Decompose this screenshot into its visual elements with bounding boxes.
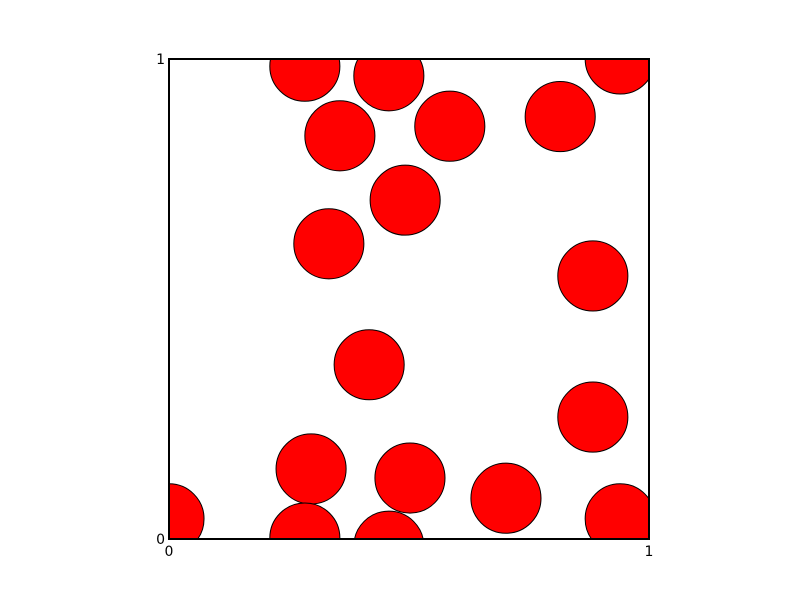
data-point xyxy=(293,208,365,280)
data-point xyxy=(269,59,341,102)
y-tick-label: 1 xyxy=(156,52,165,68)
x-tick-label: 1 xyxy=(645,544,654,560)
data-point xyxy=(369,164,441,236)
x-tick-label: 0 xyxy=(165,544,174,560)
data-point xyxy=(374,442,446,514)
data-point xyxy=(470,462,542,534)
data-point xyxy=(275,433,347,505)
data-point xyxy=(584,483,649,539)
data-point xyxy=(353,59,425,112)
data-point xyxy=(524,81,596,153)
data-point xyxy=(169,483,205,539)
axis-ticks: 0 1 0 1 xyxy=(156,52,653,560)
plot-frame xyxy=(168,58,650,540)
data-point xyxy=(584,59,649,95)
data-point xyxy=(304,100,376,172)
data-point xyxy=(354,510,424,539)
data-point xyxy=(557,381,629,453)
data-point xyxy=(414,90,486,162)
data-point xyxy=(557,240,629,312)
data-points xyxy=(169,59,649,539)
y-tick-label: 0 xyxy=(156,532,165,548)
data-point xyxy=(333,329,405,401)
